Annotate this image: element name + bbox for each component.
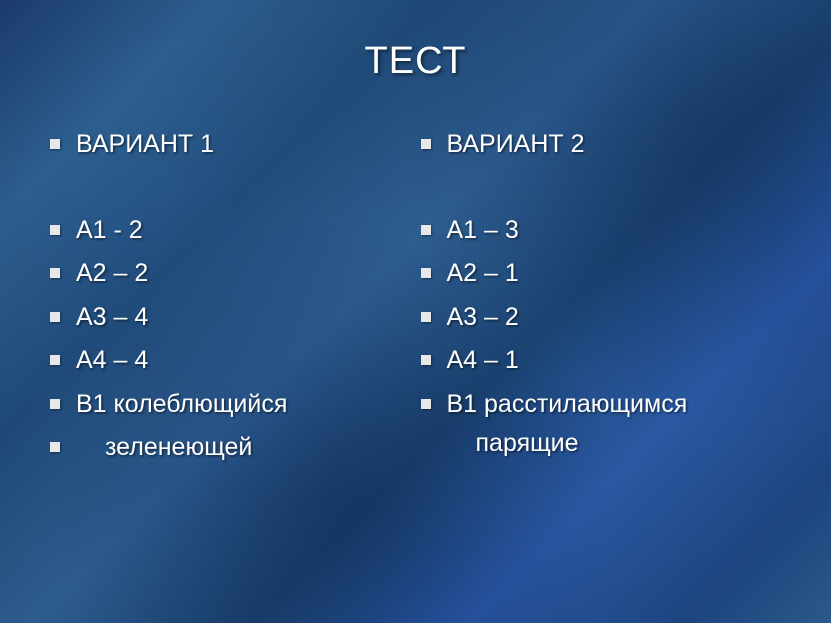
- bullet-icon: [50, 139, 60, 149]
- spacer: [50, 172, 411, 214]
- bullet-icon: [50, 268, 60, 278]
- list-item: А3 – 4: [50, 301, 411, 334]
- columns-container: ВАРИАНТ 1 А1 - 2 А2 – 2 А3 – 4 А4: [50, 128, 781, 475]
- answer-text: А4 – 1: [447, 344, 519, 377]
- list-item: ВАРИАНТ 1: [50, 128, 411, 161]
- list-item: А2 – 1: [421, 257, 782, 290]
- bullet-icon: [421, 399, 431, 409]
- bullet-icon: [50, 312, 60, 322]
- slide-background: ТЕСТ ВАРИАНТ 1 А1 - 2 А2 – 2 А: [0, 0, 831, 623]
- slide-content: ТЕСТ ВАРИАНТ 1 А1 - 2 А2 – 2 А: [0, 0, 831, 623]
- list-item: А4 – 4: [50, 344, 411, 377]
- bullet-icon: [50, 399, 60, 409]
- list-item: А3 – 2: [421, 301, 782, 334]
- list-item: В1 расстилающимся: [421, 388, 782, 421]
- continuation-text: парящие: [421, 427, 782, 460]
- answer-text: А2 – 1: [447, 257, 519, 290]
- bullet-icon: [421, 312, 431, 322]
- answer-text: В1 расстилающимся: [447, 388, 688, 421]
- variant-heading: ВАРИАНТ 2: [447, 128, 585, 161]
- answer-text: А2 – 2: [76, 257, 148, 290]
- spacer: [421, 172, 782, 214]
- answer-text: А4 – 4: [76, 344, 148, 377]
- slide-title: ТЕСТ: [50, 40, 781, 83]
- answer-text: А1 – 3: [447, 214, 519, 247]
- column-right: ВАРИАНТ 2 А1 – 3 А2 – 1 А3 – 2 А4 –: [421, 128, 782, 475]
- variant-heading: ВАРИАНТ 1: [76, 128, 214, 161]
- bullet-icon: [421, 268, 431, 278]
- list-item: А2 – 2: [50, 257, 411, 290]
- bullet-icon: [50, 225, 60, 235]
- bullet-icon: [50, 355, 60, 365]
- continuation-text: зеленеющей: [76, 431, 252, 464]
- list-item: А1 – 3: [421, 214, 782, 247]
- list-item: В1 колеблющийся: [50, 388, 411, 421]
- answer-text: В1 колеблющийся: [76, 388, 287, 421]
- list-item: А4 – 1: [421, 344, 782, 377]
- bullet-icon: [421, 139, 431, 149]
- answer-text: А3 – 4: [76, 301, 148, 334]
- bullet-icon: [50, 442, 60, 452]
- answer-text: А3 – 2: [447, 301, 519, 334]
- bullet-icon: [421, 225, 431, 235]
- list-item: зеленеющей: [50, 431, 411, 464]
- list-item: ВАРИАНТ 2: [421, 128, 782, 161]
- bullet-icon: [421, 355, 431, 365]
- column-left: ВАРИАНТ 1 А1 - 2 А2 – 2 А3 – 4 А4: [50, 128, 411, 475]
- list-item: А1 - 2: [50, 214, 411, 247]
- answer-text: А1 - 2: [76, 214, 143, 247]
